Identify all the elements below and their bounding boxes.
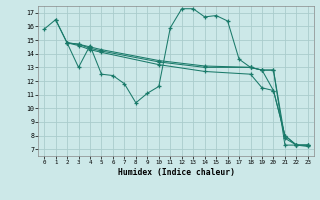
X-axis label: Humidex (Indice chaleur): Humidex (Indice chaleur)	[117, 168, 235, 177]
